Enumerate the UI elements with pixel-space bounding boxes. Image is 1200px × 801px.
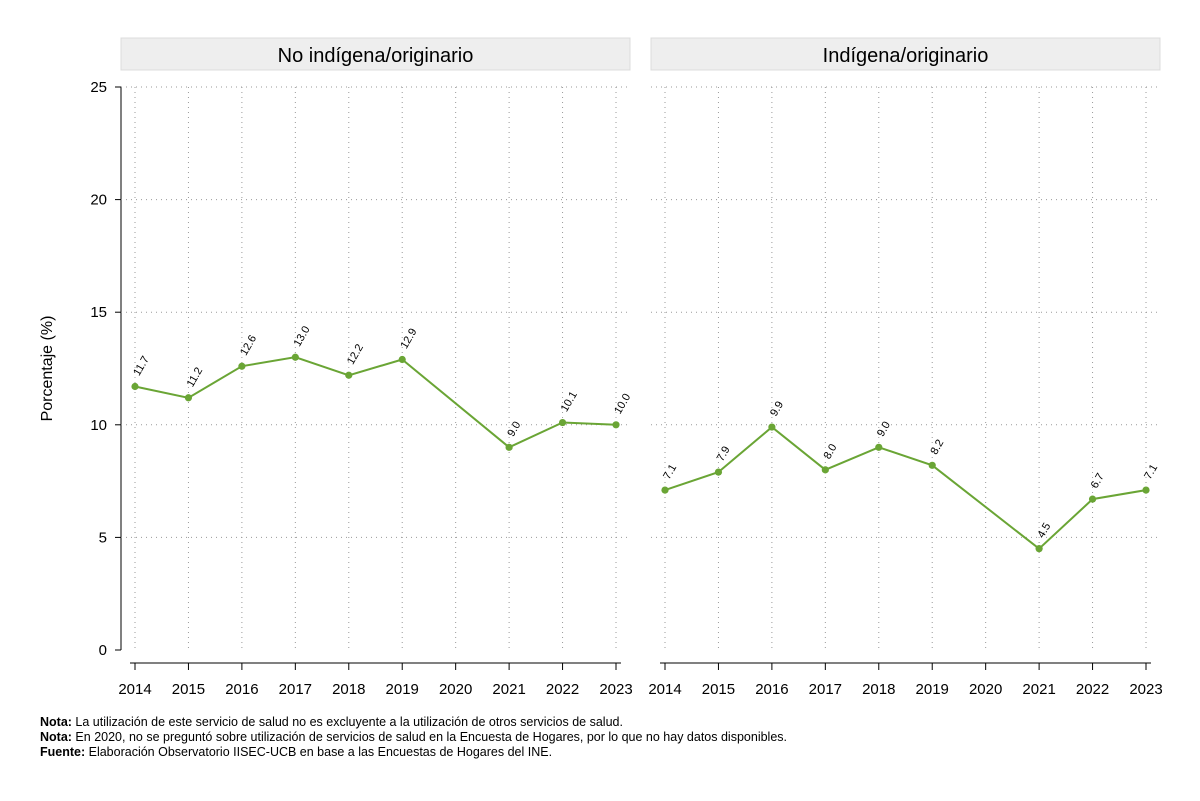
data-point <box>768 423 776 431</box>
data-point <box>131 382 139 391</box>
y-tick-label: 25 <box>90 79 107 96</box>
source-text: Elaboración Observatorio IISEC-UCB en ba… <box>85 745 553 759</box>
panel-header <box>650 37 1161 71</box>
data-point <box>398 355 406 364</box>
y-tick-label: 10 <box>90 417 107 434</box>
note-label: Nota: <box>40 730 72 744</box>
data-label: 7.1 <box>1142 462 1160 481</box>
x-tick-label: 2016 <box>225 681 258 698</box>
x-tick-label: 2022 <box>546 681 579 698</box>
x-tick-label: 2015 <box>702 681 735 698</box>
series-line <box>134 356 617 449</box>
source-line: Fuente: Elaboración Observatorio IISEC-U… <box>40 745 787 760</box>
note-line-1: Nota: La utilización de este servicio de… <box>40 715 787 730</box>
data-point <box>291 353 299 361</box>
y-tick-label: 5 <box>99 529 107 546</box>
x-tick-label: 2016 <box>755 681 788 698</box>
data-point <box>1035 545 1043 553</box>
x-tick-label: 2023 <box>599 681 632 698</box>
panel-title: Indígena/originario <box>823 45 989 67</box>
data-label: 8.2 <box>928 438 946 457</box>
source-label: Fuente: <box>40 745 86 759</box>
data-point <box>661 486 669 494</box>
panel-header <box>120 37 631 71</box>
data-label: 12.6 <box>238 333 259 358</box>
x-tick-label: 2019 <box>386 681 419 698</box>
data-label: 9.0 <box>875 420 893 439</box>
x-tick-label: 2014 <box>118 681 151 698</box>
data-label: 9.0 <box>505 420 523 439</box>
x-tick-label: 2017 <box>809 681 842 698</box>
data-point <box>612 421 620 429</box>
x-tick-label: 2018 <box>862 681 895 698</box>
y-tick-label: 20 <box>90 192 107 209</box>
x-tick-label: 2019 <box>916 681 949 698</box>
data-point <box>238 362 246 370</box>
y-tick-label: 15 <box>90 304 107 321</box>
x-tick-label: 2021 <box>492 681 525 698</box>
x-tick-label: 2023 <box>1129 681 1162 698</box>
x-tick-label: 2021 <box>1022 681 1055 698</box>
data-label: 6.7 <box>1089 471 1107 490</box>
data-point <box>558 418 567 427</box>
data-point <box>821 466 829 474</box>
data-label: 10.0 <box>612 392 633 417</box>
data-point <box>505 443 513 451</box>
data-point <box>714 468 723 476</box>
data-label: 12.9 <box>398 326 419 351</box>
line-chart: 0 5 10 15 20 25 Porcentaje (%) No indígena/orig… <box>39 37 1163 698</box>
data-point <box>1088 495 1097 503</box>
x-tick-label: 2022 <box>1076 681 1109 698</box>
chart-notes: Nota: La utilización de este servicio de… <box>40 715 787 760</box>
note-line-2: Nota: En 2020, no se preguntó sobre util… <box>40 730 787 745</box>
y-tick-label: 0 <box>99 642 107 659</box>
x-tick-label: 2015 <box>172 681 205 698</box>
data-label: 10.1 <box>559 389 580 414</box>
data-label: 9.9 <box>768 399 786 418</box>
note-label: Nota: <box>40 715 72 729</box>
x-tick-label: 2014 <box>648 681 681 698</box>
x-tick-label: 2020 <box>439 681 472 698</box>
series-line <box>664 425 1147 551</box>
x-tick-label: 2020 <box>969 681 1002 698</box>
data-label: 12.2 <box>345 342 366 367</box>
panel-title: No indígena/originario <box>278 45 474 67</box>
y-axis-label: Porcentaje (%) <box>39 316 56 422</box>
data-point <box>345 371 353 379</box>
data-point <box>184 394 193 402</box>
x-tick-label: 2018 <box>332 681 365 698</box>
data-label: 11.2 <box>185 365 206 389</box>
note-text: La utilización de este servicio de salud… <box>71 715 623 729</box>
data-point <box>1142 486 1150 494</box>
data-label: 7.9 <box>715 444 733 463</box>
data-point <box>928 461 936 469</box>
x-tick-label: 2017 <box>279 681 312 698</box>
data-point <box>875 443 883 451</box>
data-label: 7.1 <box>661 462 679 481</box>
data-label: 8.0 <box>822 442 840 461</box>
note-text: En 2020, no se preguntó sobre utilizació… <box>71 730 787 744</box>
data-label: 13.0 <box>292 324 313 349</box>
data-label: 11.7 <box>131 354 152 378</box>
